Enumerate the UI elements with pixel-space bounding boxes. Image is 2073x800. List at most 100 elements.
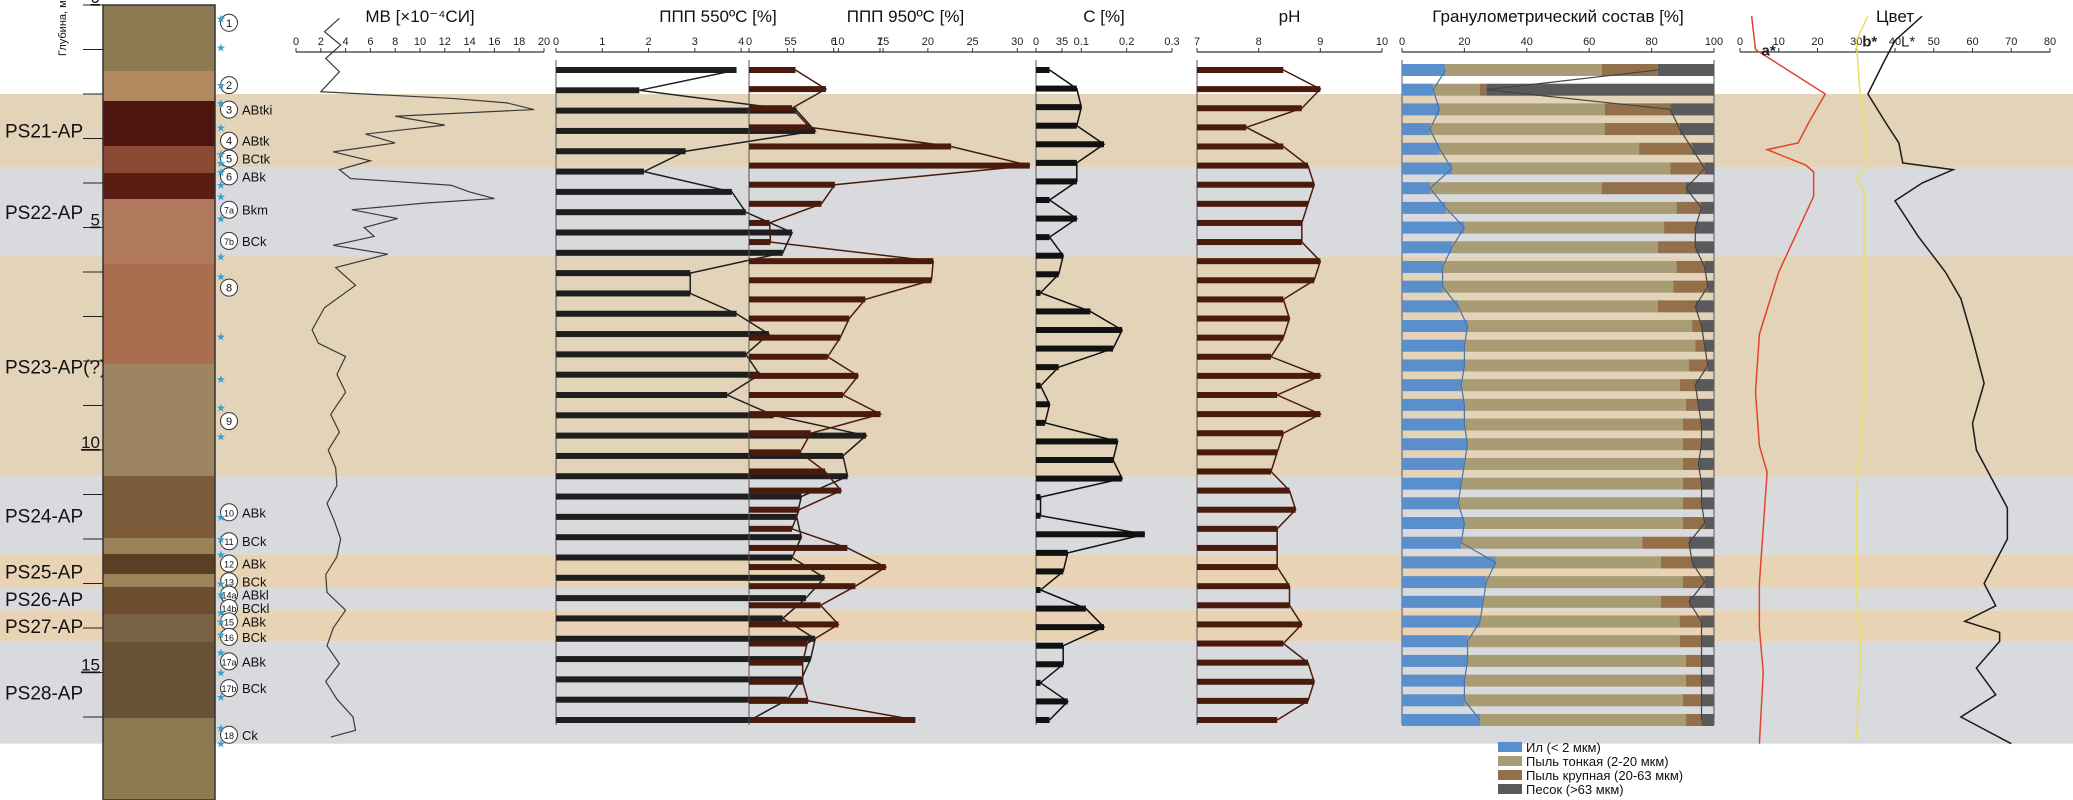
- axis-tick-label: 5: [784, 36, 790, 48]
- band-label: PS24-AP: [5, 507, 83, 528]
- axis-tick-label: 0.1: [1074, 36, 1089, 48]
- data-bar: [749, 678, 803, 685]
- grain-bar-segment: [1692, 556, 1714, 569]
- data-bar: [1036, 85, 1077, 92]
- horizon-name: ABk: [242, 556, 266, 571]
- sample-star-icon: ★: [216, 630, 226, 642]
- horizon-name: BCk: [242, 574, 267, 589]
- grain-bar-segment: [1660, 595, 1690, 608]
- sand-outline: [1486, 69, 1709, 720]
- grain-bar-segment: [1670, 162, 1705, 175]
- grain-bar-segment: [1486, 83, 1714, 96]
- data-bar: [1036, 252, 1064, 259]
- axis-tick-label: 18: [513, 36, 525, 48]
- bar-outline: [639, 69, 868, 721]
- sample-star-icon: ★: [216, 607, 226, 619]
- grain-bar-segment: [1439, 103, 1605, 116]
- data-bar: [1036, 271, 1059, 278]
- band-label: PS22-AP: [5, 203, 83, 224]
- axis-tick-label: 0.2: [1119, 36, 1134, 48]
- sample-star-icon: ★: [216, 167, 226, 179]
- data-bar: [1036, 178, 1077, 185]
- data-bar: [1197, 525, 1278, 532]
- data-bar: [556, 656, 811, 663]
- axis-tick-label: 50: [1928, 36, 1940, 48]
- grain-bar-segment: [1695, 300, 1714, 313]
- axis-tick-label: 0: [1033, 36, 1039, 48]
- data-bar: [749, 258, 934, 265]
- sample-star-icon: ★: [216, 332, 226, 344]
- sample-star-icon: ★: [216, 374, 226, 386]
- axis-tick-label: 10: [1376, 36, 1388, 48]
- horizon-name: ABtk: [242, 134, 270, 149]
- data-bar: [1197, 258, 1321, 265]
- grain-bar-segment: [1445, 64, 1602, 76]
- data-bar: [1036, 345, 1114, 352]
- legend-label: Ил (< 2 мкм): [1526, 740, 1601, 755]
- grain-bar-segment: [1682, 477, 1702, 490]
- data-bar: [1197, 181, 1315, 188]
- data-bar: [1197, 602, 1290, 609]
- grain-bar-segment: [1402, 694, 1465, 707]
- data-bar: [556, 574, 825, 581]
- grain-bar-segment: [1704, 339, 1714, 352]
- horizon-number-circle: [220, 278, 238, 297]
- sample-star-icon: ★: [216, 158, 226, 170]
- axis-tick-label: 8: [1256, 36, 1262, 48]
- axis-tick-label: 10: [832, 36, 844, 48]
- horizon-number-circle: [220, 554, 238, 573]
- horizon-number: 17b: [221, 684, 236, 694]
- grain-bar-segment: [1442, 280, 1674, 293]
- data-bar: [1197, 678, 1315, 685]
- horizon-number: 14a: [221, 591, 236, 601]
- column-layer-10: [103, 476, 215, 538]
- data-bar: [1036, 698, 1068, 705]
- grain-bar-segment: [1445, 201, 1677, 214]
- grain-bar-segment: [1689, 359, 1708, 372]
- grain-bar-segment: [1461, 536, 1643, 549]
- data-bar: [1197, 544, 1278, 551]
- data-bar: [749, 640, 808, 647]
- data-bar: [749, 544, 848, 551]
- sample-star-icon: ★: [216, 80, 226, 92]
- axis-tick-label: 25: [966, 36, 978, 48]
- column-layer-8: [103, 264, 215, 364]
- sample-star-icon: ★: [216, 692, 226, 704]
- data-bar: [1036, 104, 1082, 111]
- grain-bar-segment: [1604, 123, 1680, 136]
- data-bar: [1197, 105, 1302, 112]
- grain-bar-segment: [1701, 694, 1714, 707]
- legend-label: Песок (>63 мкм): [1526, 782, 1624, 797]
- legend-label: Пыль крупная (20-63 мкм): [1526, 768, 1683, 783]
- grain-bar-segment: [1442, 260, 1677, 273]
- axis-tick-label: 4: [738, 36, 744, 48]
- color-curve-a-star: [1750, 16, 1827, 744]
- data-bar: [1197, 315, 1290, 322]
- axis-tick-label: 16: [488, 36, 500, 48]
- panel-ph: pH 7 8 9 10: [1194, 7, 1388, 725]
- data-bar: [1197, 430, 1284, 437]
- grain-bar-segment: [1451, 241, 1658, 254]
- grain-bar-segment: [1676, 260, 1705, 273]
- data-bar: [1036, 605, 1086, 612]
- data-bar: [556, 310, 737, 317]
- grain-bar-segment: [1402, 103, 1440, 116]
- axis-tick-label: 20: [1811, 36, 1823, 48]
- grain-bar-segment: [1701, 418, 1714, 431]
- grain-bar-segment: [1682, 694, 1702, 707]
- sample-star-icon: ★: [216, 403, 226, 415]
- grain-bar-segment: [1464, 418, 1683, 431]
- grain-bar-segment: [1486, 576, 1683, 589]
- horizon-name: BCkl: [242, 601, 270, 616]
- horizon-number-circle: [220, 627, 238, 646]
- axis-tick-label: 12: [439, 36, 451, 48]
- panel-title: Гранулометрический состав [%]: [1432, 7, 1684, 26]
- data-bar: [749, 411, 881, 418]
- color-curve-label: a*: [1762, 43, 1776, 60]
- bar-outline: [1039, 69, 1145, 721]
- data-bar: [556, 493, 802, 500]
- data-bar: [1036, 197, 1050, 203]
- data-bar: [1036, 308, 1091, 315]
- sample-star-icon: ★: [216, 98, 226, 110]
- grain-bar-segment: [1707, 280, 1714, 293]
